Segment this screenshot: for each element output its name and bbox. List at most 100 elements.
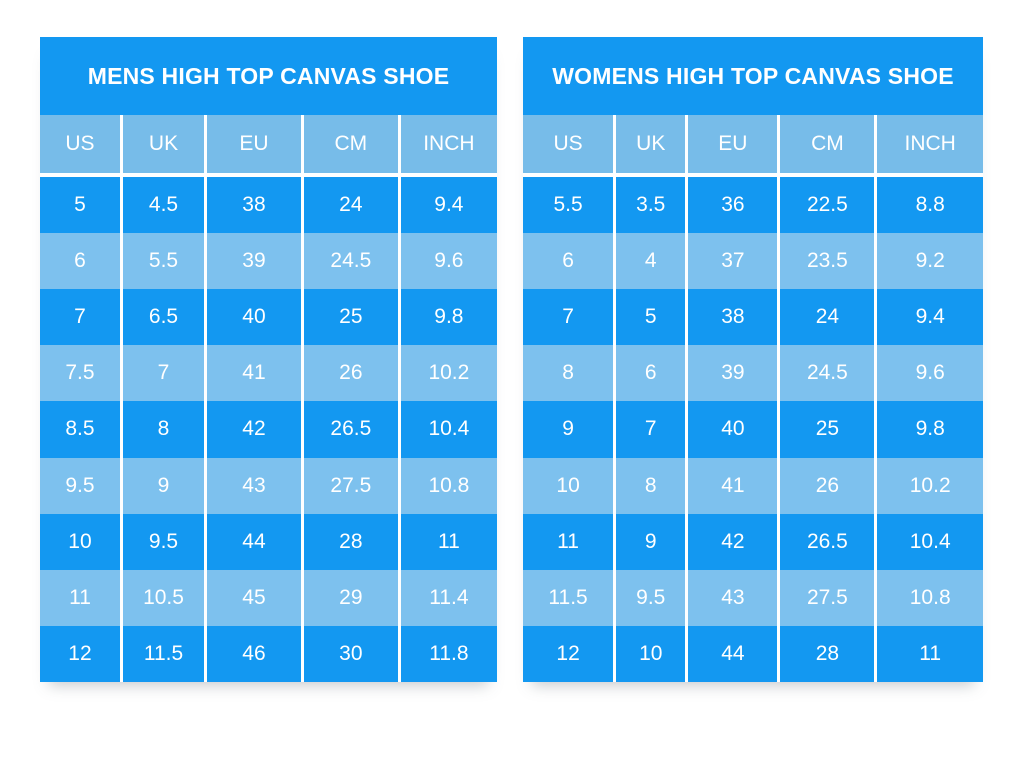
table-cell: 25 — [300, 289, 398, 346]
table-cell: 11 — [69, 585, 91, 609]
table-cell: 27.5 — [300, 457, 398, 514]
table-cell: 9.5 — [613, 569, 685, 626]
table-row: 10 8 41 26 10.2 — [523, 457, 983, 514]
table-cell: 8 — [562, 361, 574, 385]
table-cell: 9.5 — [119, 513, 204, 570]
table-cell: 4 — [613, 233, 685, 290]
table-cell: 9.5 — [65, 473, 95, 497]
table-row: 8.5 8 42 26.5 10.4 — [40, 401, 497, 458]
header-separator — [523, 173, 983, 177]
table-cell: 9 — [562, 417, 574, 441]
table-cell: 7.5 — [65, 361, 95, 385]
table-cell: 10.8 — [874, 569, 983, 626]
mens-size-table: MENS HIGH TOP CANVAS SHOE US UK EU CM INCH 5 4… — [40, 37, 497, 682]
table-row: 9.5 9 43 27.5 10.8 — [40, 457, 497, 514]
table-cell: 28 — [777, 625, 874, 682]
table-cell: 9.8 — [874, 401, 983, 458]
table-row: 5 4.5 38 24 9.4 — [40, 177, 497, 234]
table-cell: 24 — [300, 177, 398, 234]
table-cell: 6 — [562, 249, 574, 273]
table-row: 9 7 40 25 9.8 — [523, 401, 983, 458]
table-cell: 5.5 — [553, 193, 583, 217]
table-cell: 26 — [300, 345, 398, 402]
table-cell: 44 — [685, 625, 777, 682]
table-cell: 5 — [74, 193, 86, 217]
table-cell: 11 — [397, 513, 497, 570]
table-cell: 10.8 — [397, 457, 497, 514]
table-cell: 9.6 — [397, 233, 497, 290]
table-row: 11 10.5 45 29 11.4 — [40, 569, 497, 626]
table-cell: 45 — [204, 569, 301, 626]
table-cell: 26.5 — [777, 513, 874, 570]
table-row: 6 4 37 23.5 9.2 — [523, 233, 983, 290]
table-cell: 24.5 — [777, 345, 874, 402]
table-row: 12 11.5 46 30 11.8 — [40, 625, 497, 682]
table-cell: 9.8 — [397, 289, 497, 346]
table-row: 7.5 7 41 26 10.2 — [40, 345, 497, 402]
table-cell: 9.4 — [874, 289, 983, 346]
table-cell: 4.5 — [119, 177, 204, 234]
table-cell: 27.5 — [777, 569, 874, 626]
table-cell: 10 — [613, 625, 685, 682]
table-cell: 24 — [777, 289, 874, 346]
table-cell: 42 — [685, 513, 777, 570]
table-cell: 12 — [556, 641, 580, 665]
table-cell: 11.8 — [397, 625, 497, 682]
mens-table-grid: US UK EU CM INCH 5 4.5 38 24 9.4 6 5.5 39 24.5 9.6 7 6.5… — [40, 115, 497, 682]
table-cell: 25 — [777, 401, 874, 458]
column-header-cm: CM — [777, 115, 874, 173]
table-cell: 9.2 — [874, 233, 983, 290]
table-cell: 22.5 — [777, 177, 874, 234]
table-cell: 8.8 — [874, 177, 983, 234]
column-header-eu: EU — [685, 115, 777, 173]
table-row: 8 6 39 24.5 9.6 — [523, 345, 983, 402]
table-cell: 40 — [685, 401, 777, 458]
column-header-us: US — [65, 132, 95, 155]
table-row: 6 5.5 39 24.5 9.6 — [40, 233, 497, 290]
table-cell: 10.2 — [397, 345, 497, 402]
table-cell: 5.5 — [119, 233, 204, 290]
table-cell: 5 — [613, 289, 685, 346]
table-cell: 28 — [300, 513, 398, 570]
table-cell: 42 — [204, 401, 301, 458]
column-header-row: US UK EU CM INCH — [523, 115, 983, 173]
womens-table-title: WOMENS HIGH TOP CANVAS SHOE — [523, 37, 983, 115]
table-cell: 41 — [204, 345, 301, 402]
table-row: 12 10 44 28 11 — [523, 625, 983, 682]
womens-table-grid: US UK EU CM INCH 5.5 3.5 36 22.5 8.8 6 4 37 23.5 9.2 7 5… — [523, 115, 983, 682]
table-cell: 8.5 — [65, 417, 95, 441]
table-cell: 6 — [613, 345, 685, 402]
table-row: 7 6.5 40 25 9.8 — [40, 289, 497, 346]
table-cell: 30 — [300, 625, 398, 682]
table-cell: 11.4 — [397, 569, 497, 626]
table-cell: 8 — [119, 401, 204, 458]
table-cell: 10.5 — [119, 569, 204, 626]
column-header-row: US UK EU CM INCH — [40, 115, 497, 173]
table-cell: 10.4 — [397, 401, 497, 458]
table-cell: 7 — [613, 401, 685, 458]
table-cell: 43 — [685, 569, 777, 626]
table-cell: 9 — [613, 513, 685, 570]
table-row: 10 9.5 44 28 11 — [40, 513, 497, 570]
column-header-uk: UK — [613, 115, 685, 173]
column-header-inch: INCH — [397, 115, 497, 173]
table-row: 11 9 42 26.5 10.4 — [523, 513, 983, 570]
table-row: 11.5 9.5 43 27.5 10.8 — [523, 569, 983, 626]
table-cell: 6.5 — [119, 289, 204, 346]
table-cell: 23.5 — [777, 233, 874, 290]
table-cell: 40 — [204, 289, 301, 346]
mens-table-title: MENS HIGH TOP CANVAS SHOE — [40, 37, 497, 115]
table-cell: 24.5 — [300, 233, 398, 290]
table-cell: 38 — [204, 177, 301, 234]
table-cell: 9.4 — [397, 177, 497, 234]
table-cell: 44 — [204, 513, 301, 570]
table-cell: 7 — [562, 305, 574, 329]
table-cell: 9.6 — [874, 345, 983, 402]
table-cell: 39 — [685, 345, 777, 402]
table-cell: 12 — [68, 641, 92, 665]
table-cell: 37 — [685, 233, 777, 290]
column-header-cm: CM — [300, 115, 398, 173]
table-cell: 7 — [119, 345, 204, 402]
table-cell: 9 — [119, 457, 204, 514]
